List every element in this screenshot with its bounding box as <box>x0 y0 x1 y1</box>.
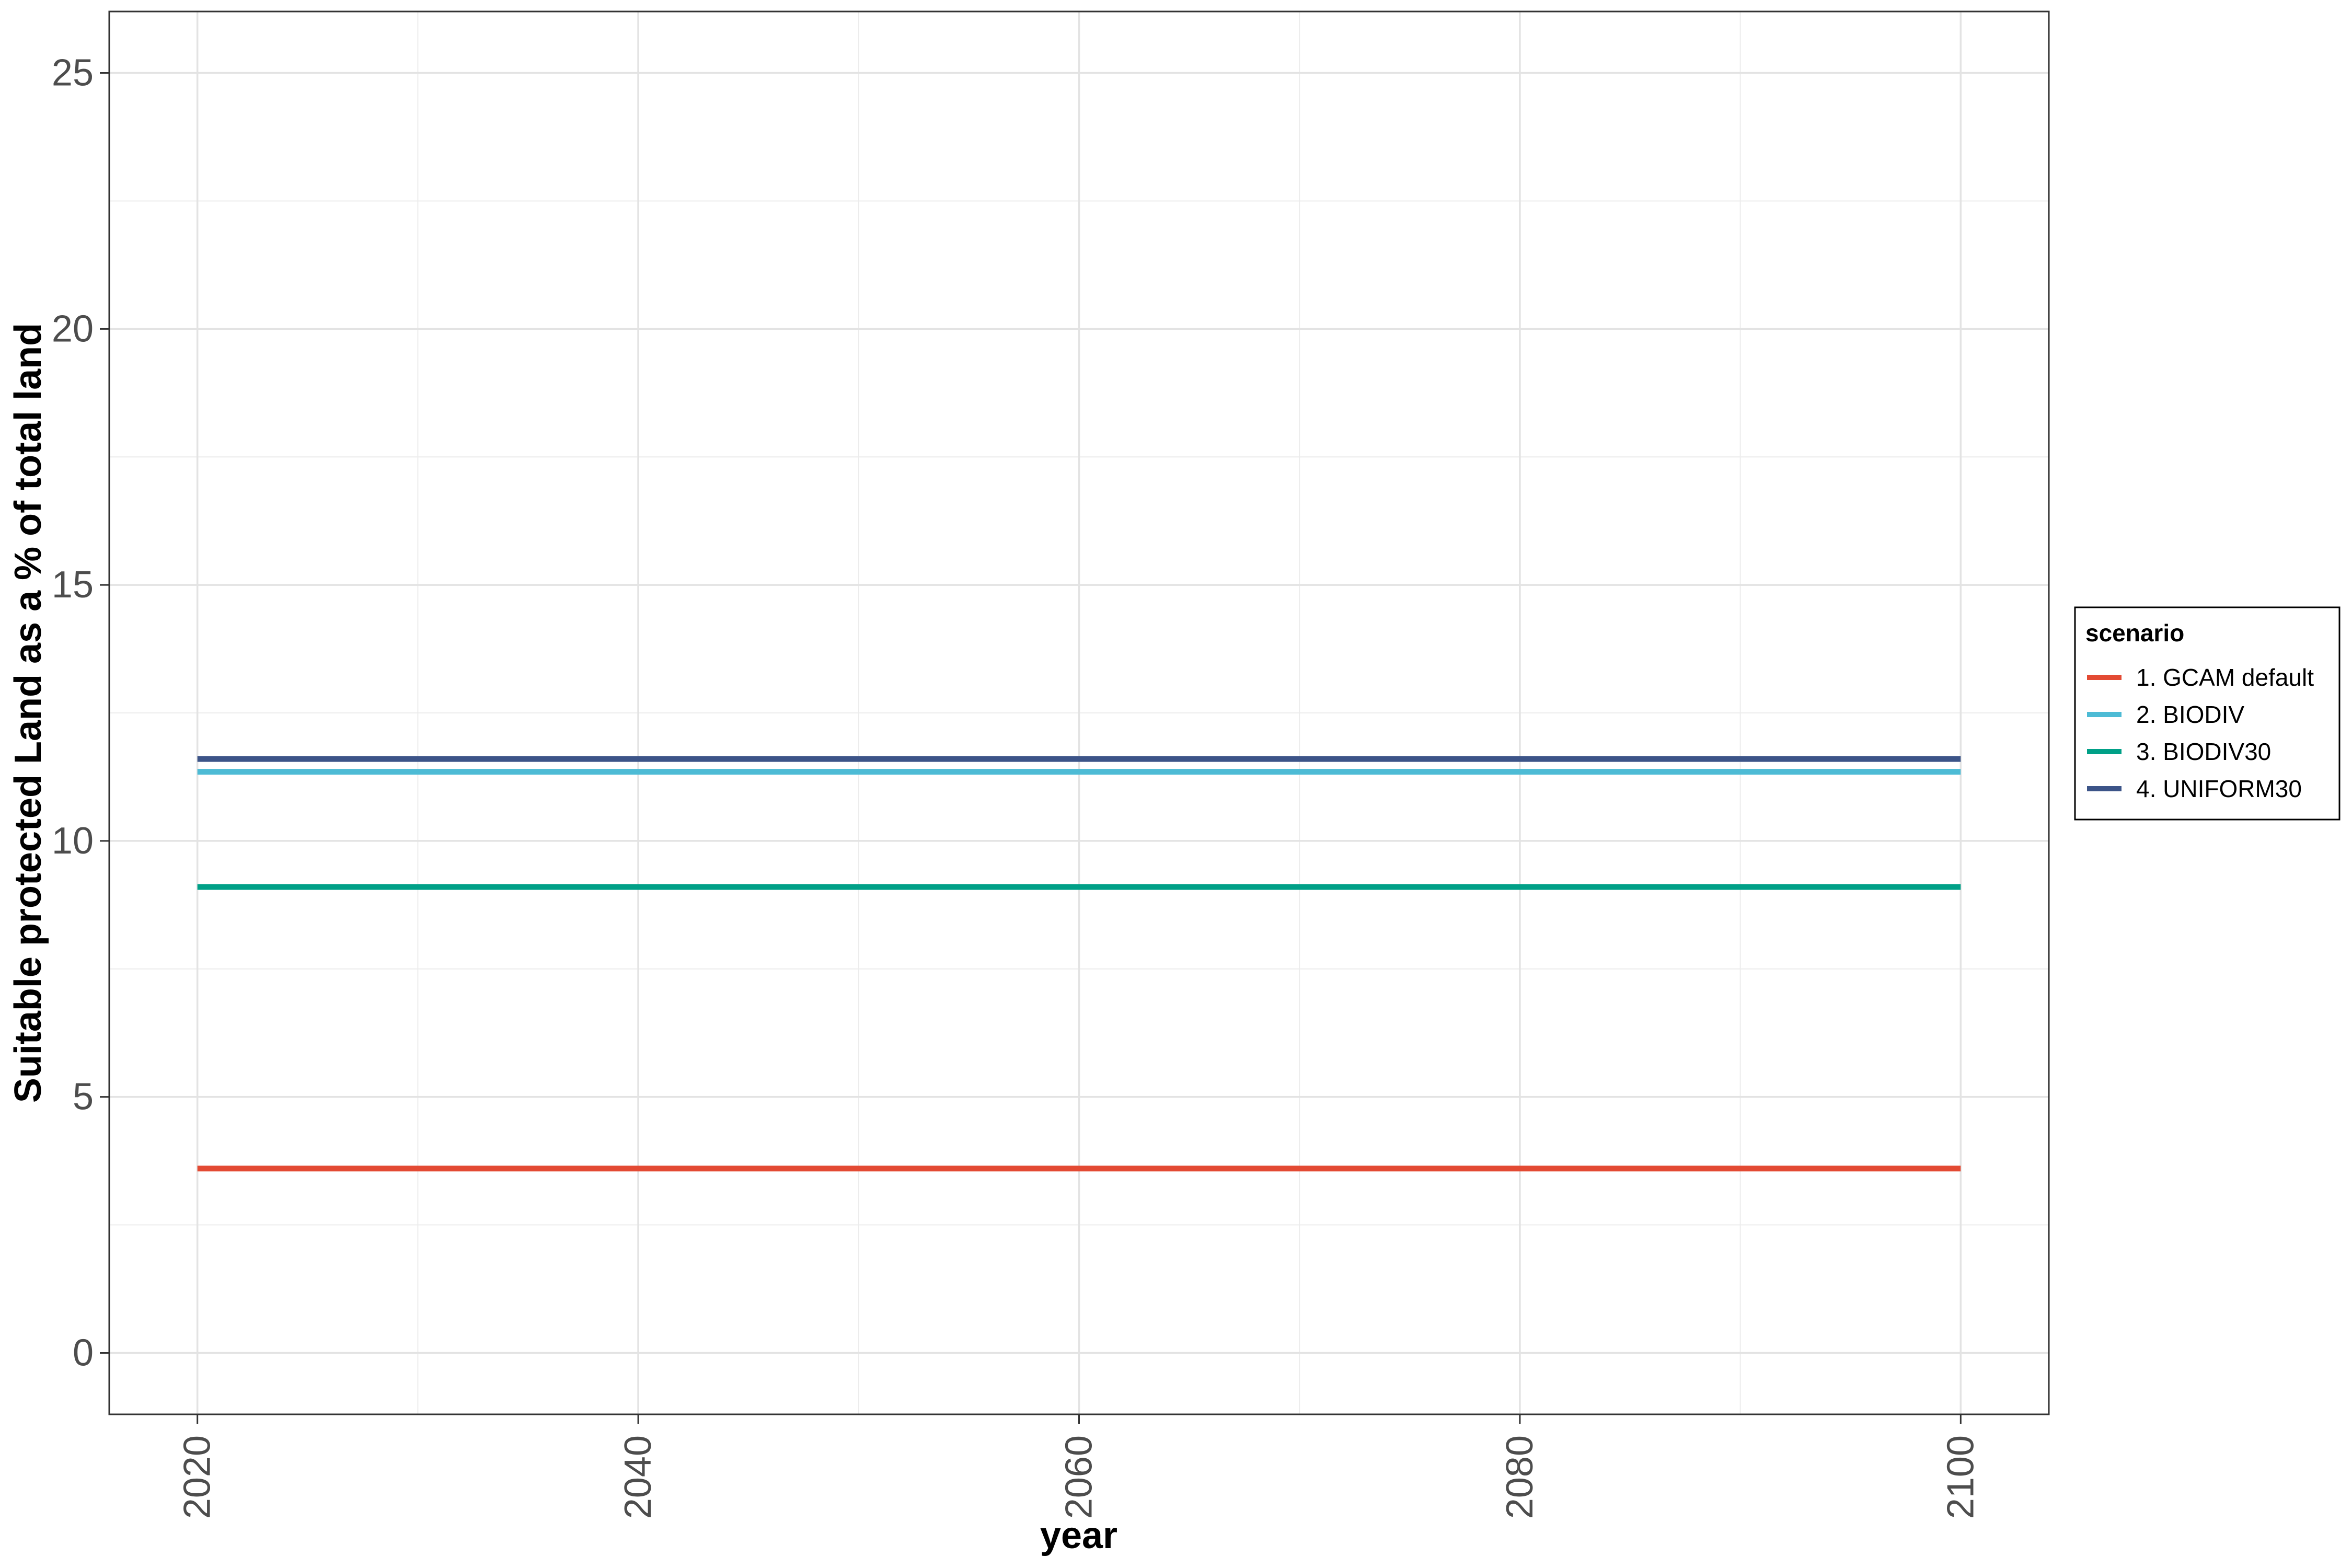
legend-title: scenario <box>2085 619 2184 647</box>
y-tick-label: 10 <box>52 820 94 862</box>
series-lines <box>197 756 1961 1172</box>
legend: scenario 1. GCAM default 2. BIODIV 3. BIOD… <box>2074 606 2341 821</box>
x-axis-title: year <box>1040 1515 1117 1557</box>
x-tick-label: 2100 <box>1940 1435 1981 1519</box>
x-tick-label: 2060 <box>1058 1435 1100 1519</box>
y-tick-label: 0 <box>73 1332 94 1374</box>
legend-label: 1. GCAM default <box>2136 664 2314 691</box>
x-tick-label: 2040 <box>617 1435 659 1519</box>
y-tick-label: 20 <box>52 308 94 350</box>
y-tick-label: 15 <box>52 564 94 606</box>
legend-items: 1. GCAM default 2. BIODIV 3. BIODIV30 4. UN… <box>2087 664 2314 802</box>
y-axis-title: Suitable protected Land as a % of total … <box>7 323 49 1103</box>
legend-label: 3. BIODIV30 <box>2136 738 2271 765</box>
x-tick-label: 2020 <box>177 1435 218 1519</box>
y-tick-label: 5 <box>73 1076 94 1118</box>
axes: 2020 2040 2060 2080 2100 0 5 10 15 20 25 <box>52 52 1981 1519</box>
y-tick-label: 25 <box>52 52 94 94</box>
legend-label: 4. UNIFORM30 <box>2136 775 2302 802</box>
x-tick-label: 2080 <box>1499 1435 1541 1519</box>
legend-label: 2. BIODIV <box>2136 701 2244 728</box>
grid-lines <box>109 11 2049 1414</box>
